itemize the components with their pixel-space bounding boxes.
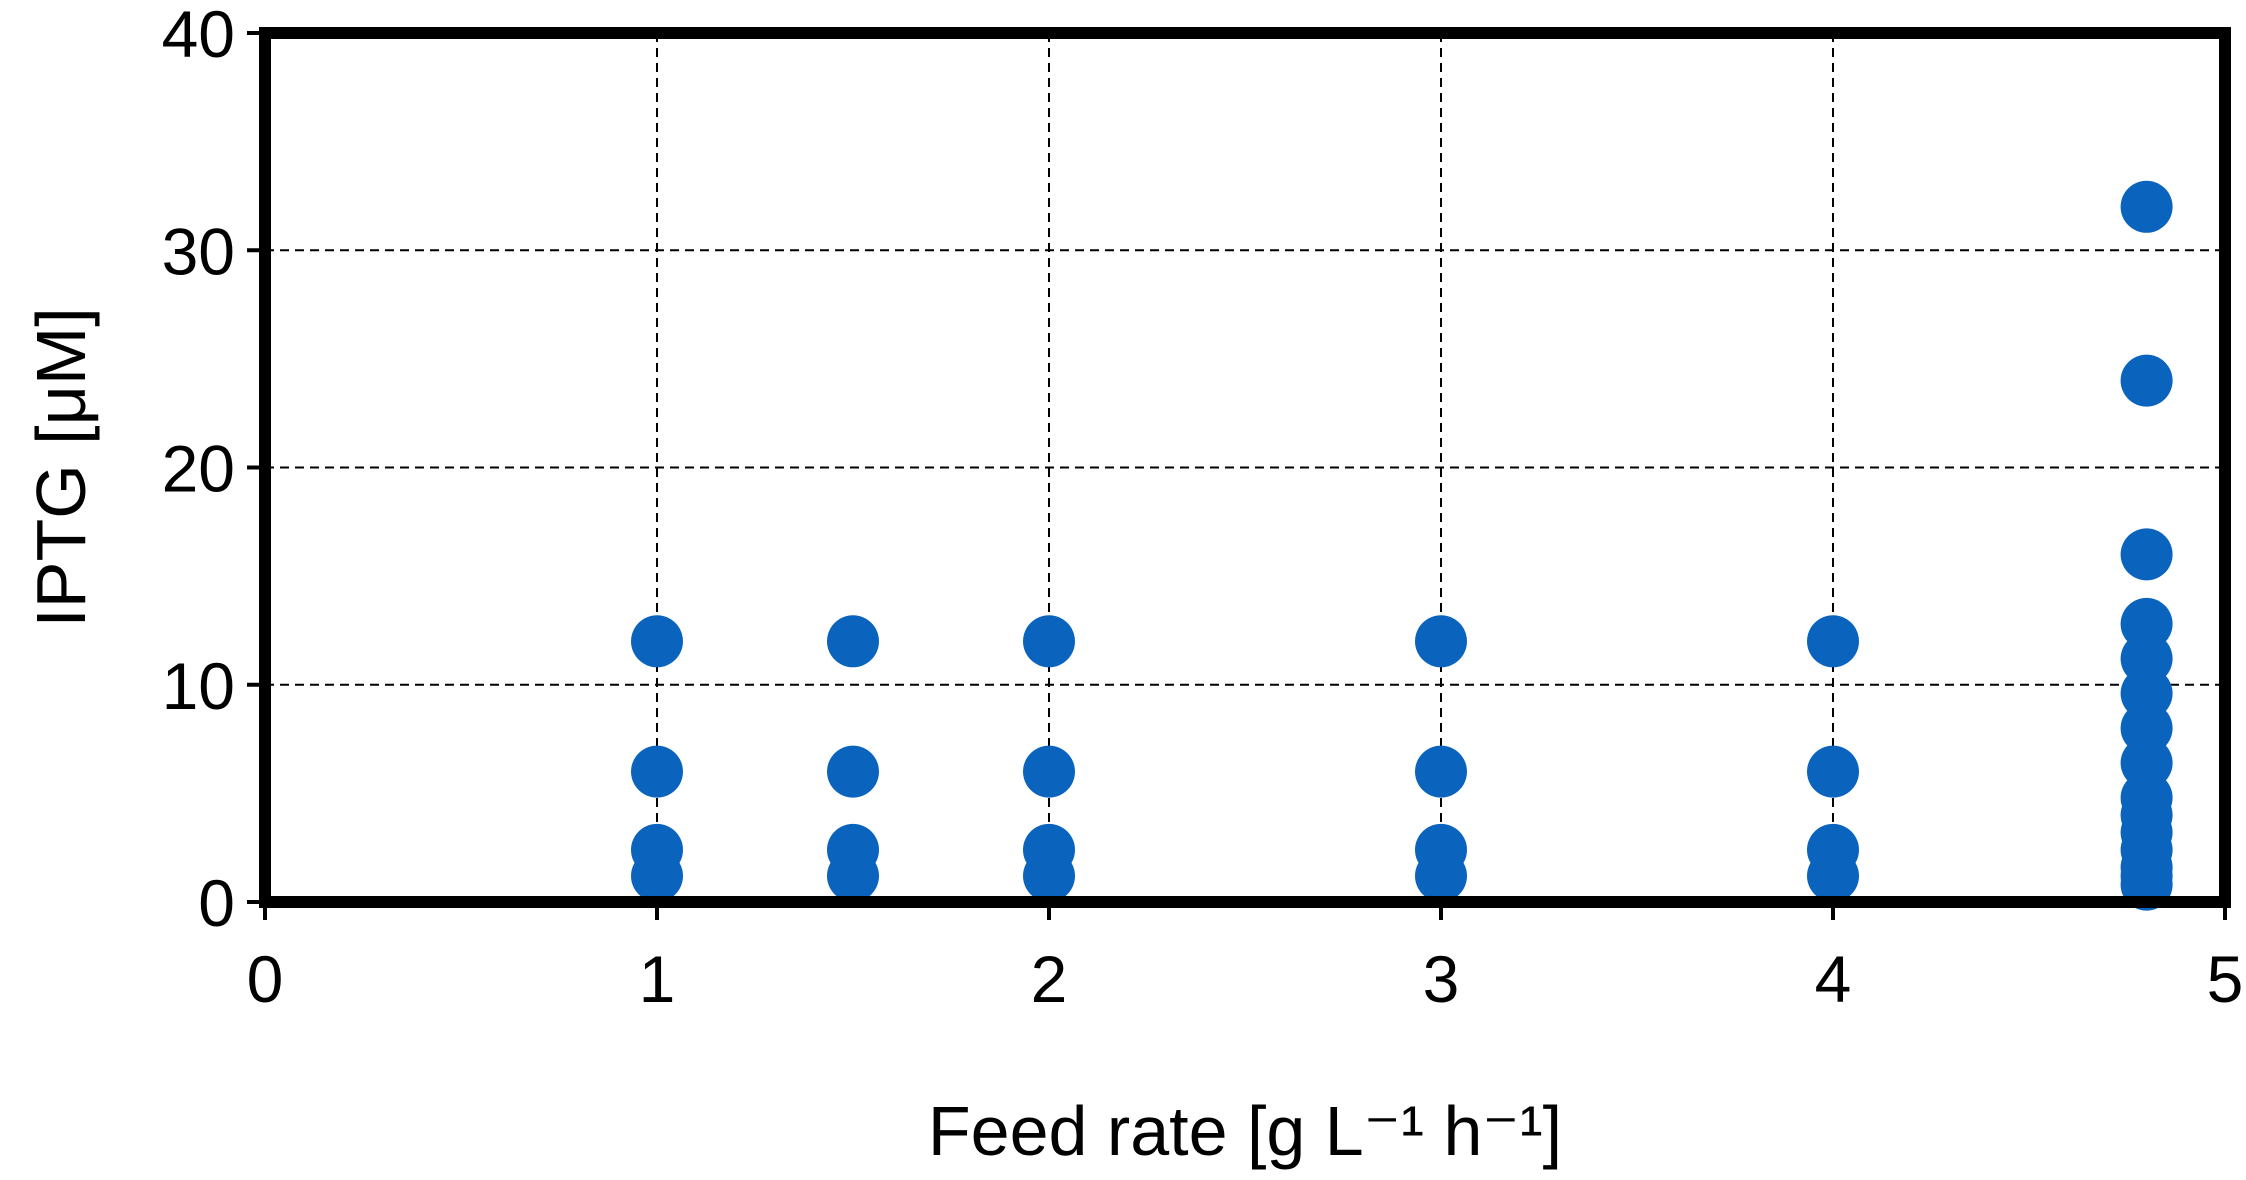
data-point: [1023, 615, 1075, 668]
x-axis-label: Feed rate [g L⁻¹ h⁻¹]: [928, 1092, 1562, 1170]
data-point: [827, 615, 879, 668]
axis-ticks: [247, 31, 2227, 920]
data-point: [827, 849, 879, 902]
data-point: [2120, 528, 2173, 581]
data-point: [1415, 849, 1467, 902]
x-tick-label: 5: [2207, 942, 2244, 1016]
x-tick-label: 0: [247, 942, 284, 1016]
data-point: [1807, 849, 1859, 902]
data-point: [2120, 180, 2173, 233]
y-tick-label: 0: [198, 866, 235, 940]
x-tick-label: 2: [1031, 942, 1068, 1016]
y-tick-label: 30: [162, 214, 235, 288]
data-point: [631, 849, 683, 902]
y-tick-label: 40: [162, 0, 235, 71]
data-point: [631, 615, 683, 668]
x-tick-label: 1: [639, 942, 676, 1016]
y-tick-label: 10: [162, 649, 235, 723]
data-point: [1023, 745, 1075, 798]
data-point: [827, 745, 879, 798]
data-point: [1023, 849, 1075, 902]
data-point: [2120, 354, 2173, 407]
tick-labels: 0 1 2 3 4 5 0 10 20 30 40: [162, 0, 2244, 1016]
y-axis-label: IPTG [μM]: [22, 307, 100, 627]
data-point: [1807, 745, 1859, 798]
data-points: [631, 180, 2173, 911]
x-tick-label: 4: [1815, 942, 1852, 1016]
x-tick-label: 3: [1423, 942, 1460, 1016]
data-point: [631, 745, 683, 798]
data-point: [1807, 615, 1859, 668]
grid-lines: [265, 33, 2225, 902]
y-tick-label: 20: [162, 432, 235, 506]
data-point: [1415, 615, 1467, 668]
data-point: [1415, 745, 1467, 798]
